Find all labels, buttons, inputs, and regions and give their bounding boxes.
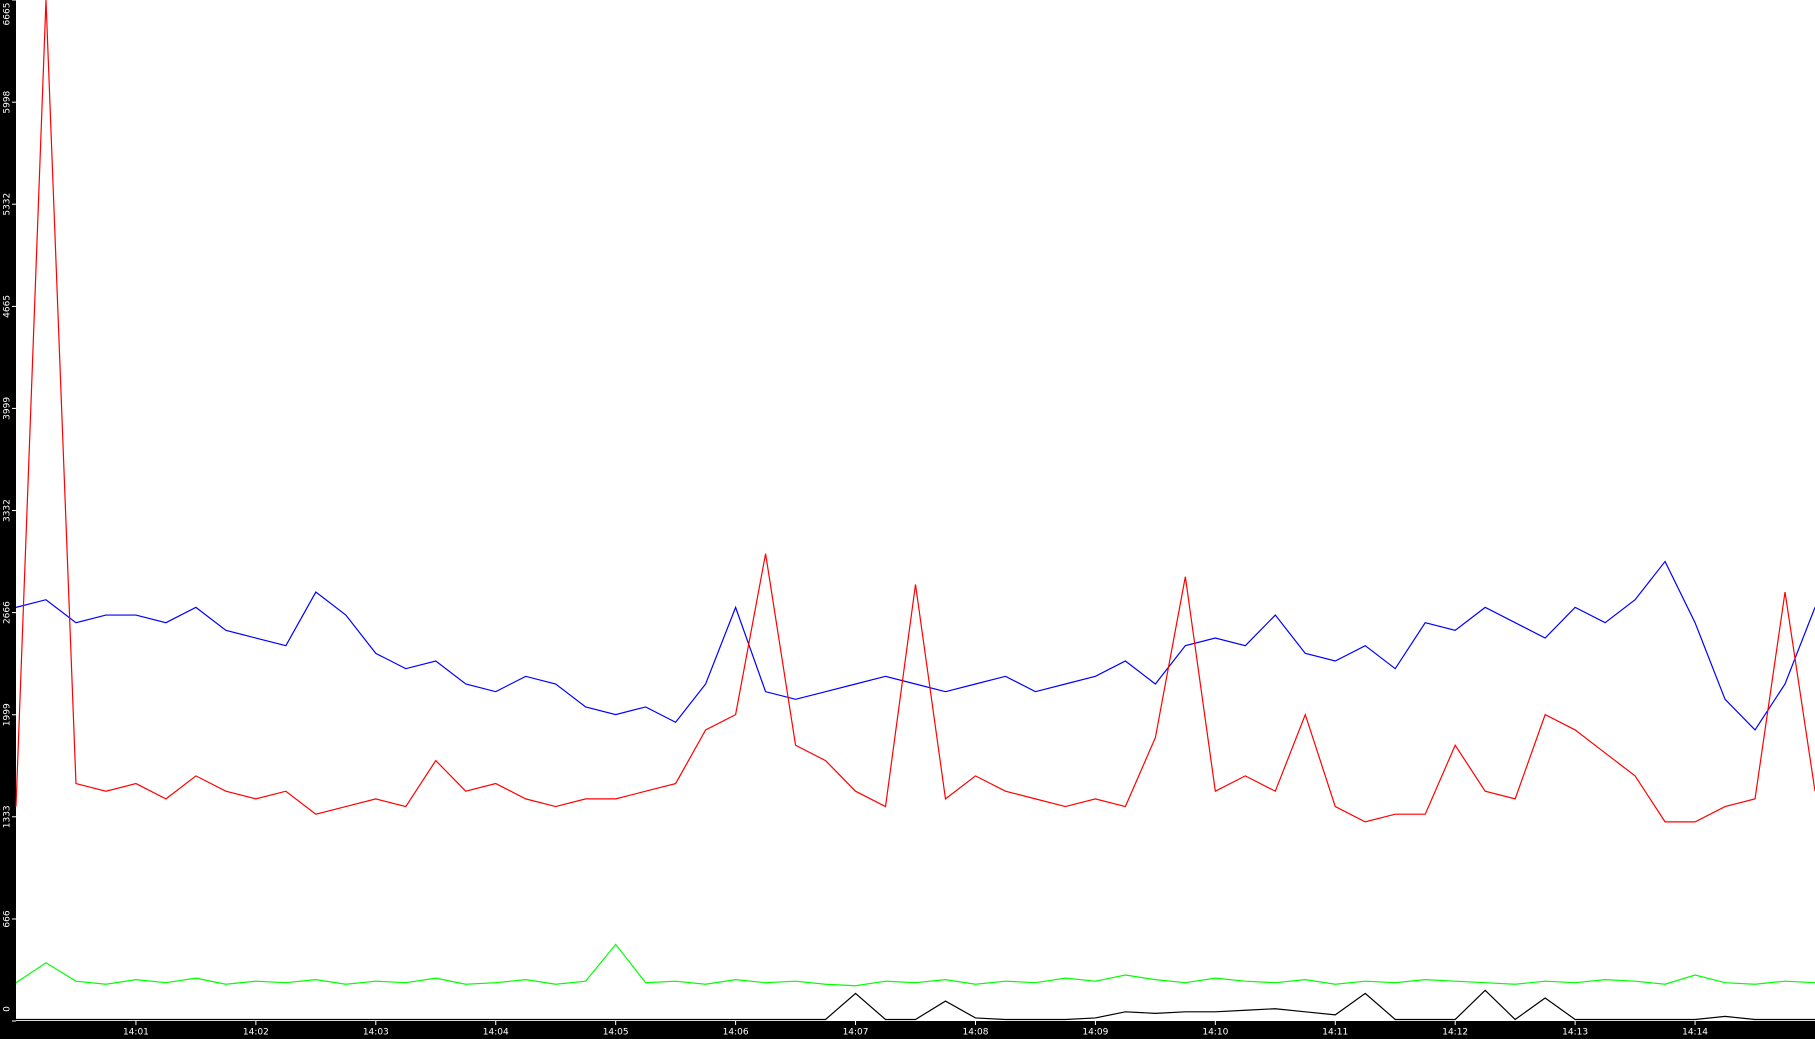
y-tick-label: 5998 — [3, 90, 13, 113]
y-axis-strip — [0, 0, 16, 1039]
x-tick-label: 14:10 — [1202, 1028, 1228, 1038]
x-tick-label: 14:12 — [1442, 1028, 1468, 1038]
series-line — [15, 0, 1815, 823]
x-tick-label: 14:14 — [1682, 1028, 1708, 1038]
series-line — [15, 560, 1815, 731]
y-tick-label: 666 — [3, 910, 13, 927]
x-tick-label: 14:08 — [962, 1028, 988, 1038]
y-tick-label: 2666 — [3, 601, 13, 624]
y-tick-label: 6665 — [3, 3, 13, 26]
x-tick-label: 14:04 — [483, 1028, 509, 1038]
y-tick-label: 1999 — [3, 703, 13, 726]
x-tick-label: 14:13 — [1562, 1028, 1588, 1038]
y-tick-label: 3332 — [3, 499, 13, 522]
x-tick-label: 14:07 — [843, 1028, 869, 1038]
y-tick-label: 3999 — [3, 397, 13, 420]
y-tick-label: 5332 — [3, 193, 13, 216]
x-tick-label: 14:09 — [1082, 1028, 1108, 1038]
series-line — [16, 989, 1815, 1021]
series-line — [15, 943, 1815, 987]
y-tick-label: 4665 — [3, 295, 13, 318]
y-tick-label: 0 — [3, 1006, 13, 1012]
x-tick-label: 14:03 — [363, 1028, 389, 1038]
x-tick-label: 14:06 — [723, 1028, 749, 1038]
y-tick-label: 1333 — [3, 805, 13, 828]
x-tick-label: 14:05 — [603, 1028, 629, 1038]
x-tick-label: 14:02 — [243, 1028, 269, 1038]
x-tick-label: 14:11 — [1322, 1028, 1348, 1038]
x-axis-strip — [0, 1021, 1815, 1039]
x-tick-label: 14:01 — [123, 1028, 149, 1038]
